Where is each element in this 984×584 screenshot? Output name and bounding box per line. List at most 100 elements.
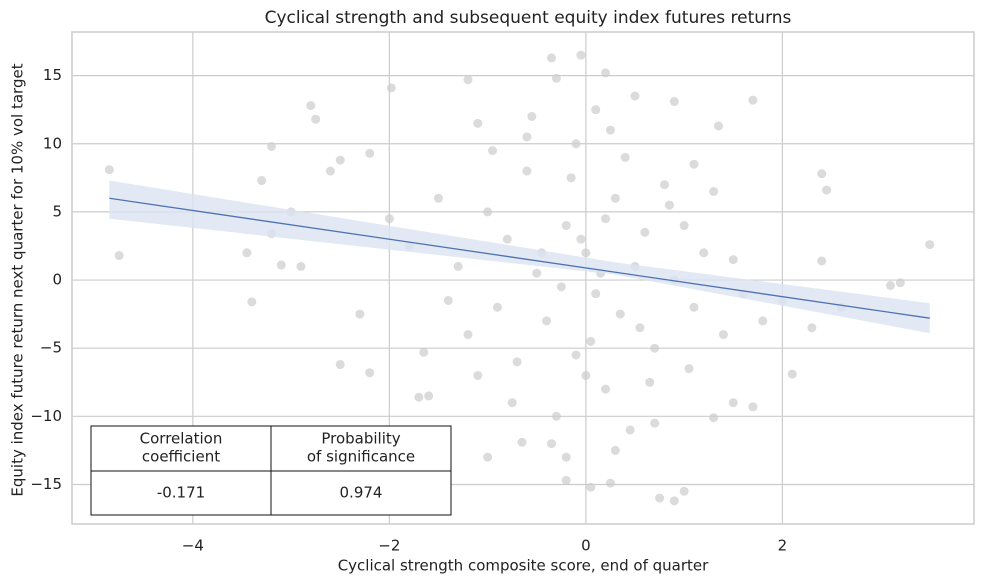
y-axis-label: Equity index future return next quarter …: [9, 63, 27, 496]
point: [817, 169, 827, 179]
point: [517, 437, 527, 447]
table-cell: -0.171: [157, 484, 205, 502]
point: [591, 105, 601, 115]
point: [610, 445, 620, 455]
stats-table: Correlation coefficient Probability of s…: [90, 425, 452, 516]
regression-line: [109, 197, 930, 319]
table-header: of significance: [307, 448, 415, 466]
point: [306, 101, 316, 111]
chart-title: Cyclical strength and subsequent equity …: [265, 8, 792, 28]
point: [561, 221, 571, 231]
point: [311, 114, 321, 124]
point: [895, 278, 905, 288]
point: [576, 234, 586, 244]
point: [601, 68, 611, 78]
x-axis-label: Cyclical strength composite score, end o…: [338, 557, 709, 575]
y-tick-label: −15: [30, 475, 62, 493]
point: [335, 155, 345, 165]
point: [714, 121, 724, 131]
point: [630, 91, 640, 101]
point: [561, 452, 571, 462]
point: [581, 248, 591, 258]
point: [664, 200, 674, 210]
point: [365, 148, 375, 158]
point: [512, 357, 522, 367]
point: [822, 185, 832, 195]
point: [492, 302, 502, 312]
point: [605, 125, 615, 135]
y-tick-label: −5: [40, 339, 62, 357]
point: [546, 53, 556, 63]
y-tick-label: 15: [43, 66, 62, 84]
point: [571, 350, 581, 360]
point: [266, 141, 276, 151]
point: [615, 309, 625, 319]
plot: [104, 50, 935, 506]
x-tick-label: 0: [581, 537, 591, 555]
point: [605, 478, 615, 488]
point: [566, 173, 576, 183]
point: [748, 402, 758, 412]
point: [247, 297, 257, 307]
point: [885, 280, 895, 290]
point: [576, 50, 586, 60]
point: [483, 452, 493, 462]
point: [601, 384, 611, 394]
point: [635, 323, 645, 333]
point: [257, 176, 267, 186]
confidence-band: [109, 180, 930, 334]
point: [709, 413, 719, 423]
point: [728, 398, 738, 408]
point: [640, 227, 650, 237]
point: [242, 248, 252, 258]
point: [355, 309, 365, 319]
point: [424, 391, 434, 401]
point: [650, 418, 660, 428]
point: [625, 425, 635, 435]
point: [610, 193, 620, 203]
point: [669, 496, 679, 506]
point: [473, 370, 483, 380]
point: [655, 493, 665, 503]
point: [419, 347, 429, 357]
point: [586, 482, 596, 492]
point: [522, 166, 532, 176]
point: [807, 323, 817, 333]
point: [527, 111, 537, 121]
point: [507, 398, 517, 408]
point: [718, 330, 728, 340]
point: [709, 186, 719, 196]
point: [689, 302, 699, 312]
point: [581, 370, 591, 380]
point: [532, 268, 542, 278]
y-tick-label: 5: [52, 202, 62, 220]
y-tick-label: −10: [30, 407, 62, 425]
point: [556, 282, 566, 292]
point: [684, 364, 694, 374]
point: [502, 234, 512, 244]
point: [551, 411, 561, 421]
x-tick-label: −2: [378, 537, 400, 555]
point: [551, 73, 561, 83]
point: [365, 368, 375, 378]
table-header: Correlation: [140, 430, 223, 448]
table-header: Probability: [321, 430, 400, 448]
point: [488, 146, 498, 156]
point: [463, 75, 473, 85]
point: [483, 207, 493, 217]
table-cell: 0.974: [340, 484, 383, 502]
point: [586, 336, 596, 346]
point: [473, 118, 483, 128]
point: [787, 369, 797, 379]
point: [571, 139, 581, 149]
point: [386, 83, 396, 93]
point: [561, 475, 571, 485]
point: [443, 295, 453, 305]
point: [433, 193, 443, 203]
point: [335, 360, 345, 370]
point: [542, 316, 552, 326]
point: [689, 159, 699, 169]
point: [758, 316, 768, 326]
